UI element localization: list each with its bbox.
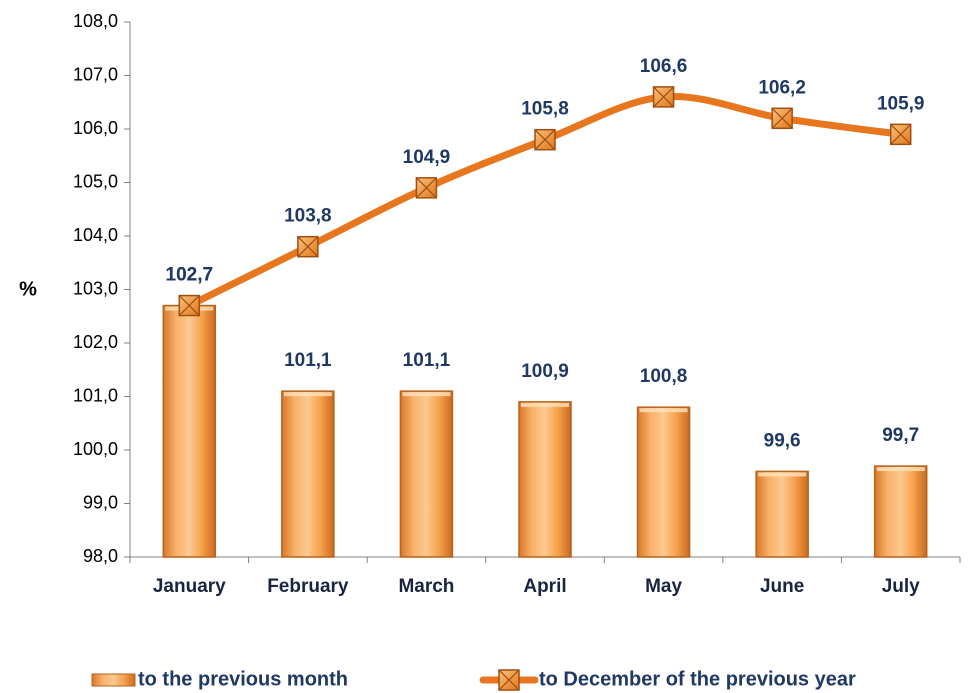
marker-cross <box>416 177 437 199</box>
y-tick-label: 101,0 <box>73 385 118 405</box>
y-tick-label: 103,0 <box>73 278 118 298</box>
y-tick-label: 98,0 <box>83 546 118 566</box>
y-tick-label: 107,0 <box>73 64 118 84</box>
legend-label: to December of the previous year <box>539 668 856 690</box>
data-label: 102,7 <box>166 265 214 286</box>
x-tick-label: January <box>153 576 226 597</box>
data-label: 102,7 <box>166 265 214 286</box>
y-tick-label: 102,0 <box>73 332 118 352</box>
bar-cap <box>639 408 688 413</box>
y-tick-label: 106,0 <box>73 118 118 138</box>
data-label: 103,8 <box>284 206 332 227</box>
bar <box>755 470 809 558</box>
data-label: 105,9 <box>877 93 925 114</box>
data-label: 99,6 <box>764 430 801 451</box>
data-label: 101,1 <box>403 350 451 371</box>
x-tick-label: March <box>398 576 454 597</box>
legend-swatch <box>91 673 136 687</box>
bar <box>281 390 335 558</box>
y-tick-label: 105,0 <box>73 171 118 191</box>
x-tick-label: February <box>267 576 349 597</box>
bar-cap <box>402 392 451 397</box>
data-label: 100,8 <box>640 366 688 387</box>
y-tick-label: 99,0 <box>83 492 118 512</box>
bar <box>518 401 572 558</box>
line <box>185 92 905 310</box>
x-tick-label: July <box>882 576 920 597</box>
marker-cross <box>890 123 912 145</box>
data-label: 106,2 <box>758 77 806 98</box>
marker-cross <box>534 129 556 151</box>
bar <box>162 304 217 558</box>
legend-label: to the previous month <box>138 668 348 690</box>
data-label: 100,9 <box>521 361 569 382</box>
data-label: 105,8 <box>521 99 569 120</box>
bar <box>399 390 454 558</box>
y-axis-label: % <box>19 278 37 300</box>
y-tick-label: 100,0 <box>73 439 118 459</box>
marker-cross <box>297 236 319 258</box>
x-tick-label: June <box>760 576 804 597</box>
x-tick-label: April <box>523 576 566 597</box>
marker-cross <box>498 669 520 691</box>
bar <box>873 465 928 558</box>
bar-cap <box>876 467 925 472</box>
markers <box>178 86 912 317</box>
marker-cross <box>653 86 674 108</box>
data-label: 106,6 <box>640 56 688 77</box>
bar-cap <box>758 472 807 477</box>
y-tick-label: 104,0 <box>73 225 118 245</box>
y-tick-label: 108,0 <box>73 11 118 31</box>
bar <box>636 406 691 558</box>
data-label: 104,9 <box>403 147 451 168</box>
marker-cross <box>178 295 200 316</box>
marker-cross <box>771 107 793 129</box>
data-label: 99,7 <box>882 425 919 446</box>
x-tick-label: May <box>645 576 682 597</box>
bar-cap <box>521 402 569 407</box>
data-label: 101,1 <box>284 350 332 371</box>
bar-cap <box>283 392 332 397</box>
